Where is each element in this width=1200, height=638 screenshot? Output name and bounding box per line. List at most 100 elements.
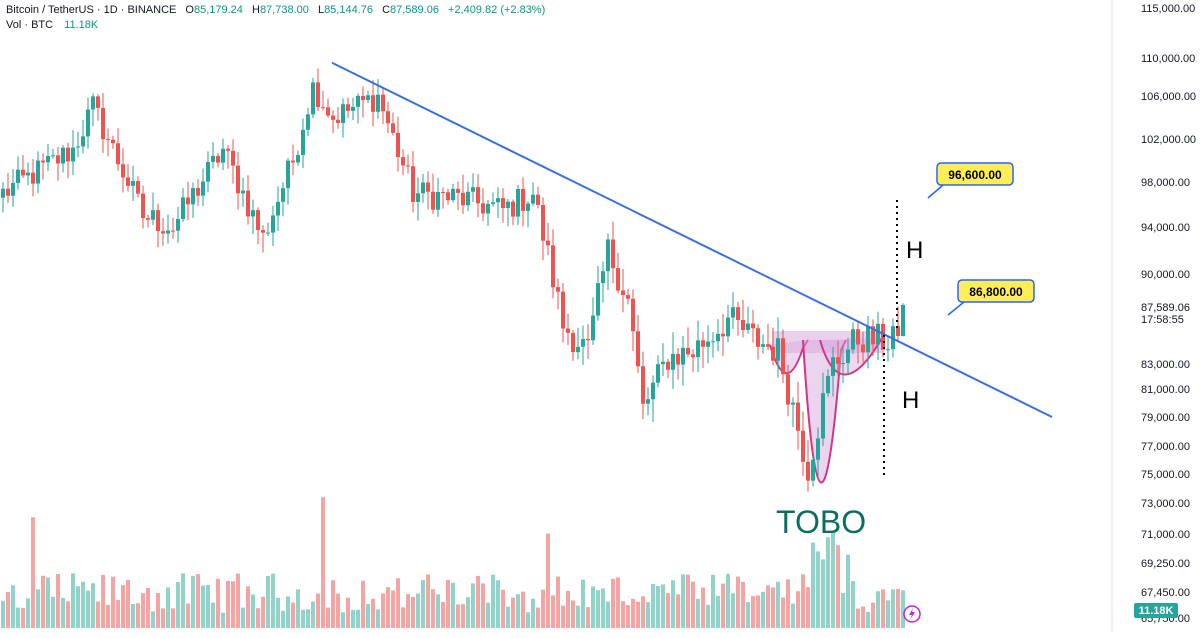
descending-trendline[interactable] xyxy=(331,61,1053,418)
close-key: C xyxy=(382,4,391,16)
candle-body xyxy=(611,239,615,269)
volume-bar xyxy=(341,612,345,628)
volume-bar xyxy=(681,574,685,628)
candle-body xyxy=(556,287,560,292)
candle-body xyxy=(11,182,15,196)
candle-body xyxy=(336,119,340,123)
candle-body xyxy=(426,182,430,192)
candle-body xyxy=(666,361,670,370)
volume-bar xyxy=(611,578,615,628)
volume-bar xyxy=(866,611,870,628)
candle-body xyxy=(421,182,425,194)
volume-bar xyxy=(141,593,145,628)
candle-body xyxy=(6,188,10,196)
candle-body xyxy=(626,295,630,299)
volume-bar xyxy=(311,601,315,628)
volume-bar xyxy=(491,574,495,628)
volume-bar xyxy=(296,589,300,628)
candle-body xyxy=(161,231,165,234)
volume-bar xyxy=(111,576,115,628)
candle-body xyxy=(766,344,770,347)
volume-bar xyxy=(306,609,310,628)
target-high-tag-pointer xyxy=(927,184,944,199)
candle-body xyxy=(41,160,45,163)
volume-bar xyxy=(166,587,170,628)
candle-body xyxy=(811,459,815,481)
candle-body xyxy=(251,210,255,217)
candle-body xyxy=(841,363,845,365)
candle-body xyxy=(866,326,870,353)
volume-bar xyxy=(366,603,370,628)
volume-bar xyxy=(686,574,690,628)
target-low-tag-label: 86,800.00 xyxy=(969,285,1023,299)
volume-bar xyxy=(576,605,580,628)
candle-body xyxy=(131,181,135,186)
volume-bar xyxy=(756,595,760,628)
candle-body xyxy=(651,382,655,400)
volume-bar xyxy=(281,610,285,628)
candle-body xyxy=(26,172,30,176)
high-key: H xyxy=(251,4,260,16)
volume-bar xyxy=(411,596,415,628)
volume-bar xyxy=(151,611,155,628)
candle-body xyxy=(521,188,525,211)
volume-bar xyxy=(101,574,105,628)
volume-bar xyxy=(391,590,395,628)
volume-bar xyxy=(46,577,50,628)
candle-body xyxy=(751,323,755,329)
candle-body xyxy=(146,218,150,220)
candle-body xyxy=(501,198,505,209)
candle-body xyxy=(156,210,160,232)
price-axis-tick: 81,000.00 xyxy=(1141,384,1190,396)
candle-body xyxy=(506,201,510,209)
candle-body xyxy=(341,104,345,123)
volume-bar xyxy=(541,589,545,628)
volume-bar xyxy=(901,590,905,628)
candle-body xyxy=(496,198,500,203)
candle-body xyxy=(256,210,260,231)
volume-bar xyxy=(751,596,755,628)
volume-bar xyxy=(701,587,705,628)
candle-body xyxy=(141,193,145,219)
candle-body xyxy=(71,147,75,162)
candle-body xyxy=(231,150,235,166)
volume-bar xyxy=(496,580,500,628)
volume-bar xyxy=(811,542,815,628)
symbol-title[interactable]: Bitcoin / TetherUS · 1D · BINANCE xyxy=(6,4,177,16)
low-value: 85,144.76 xyxy=(324,4,373,16)
volume-bar xyxy=(176,581,180,628)
candle-body xyxy=(821,393,825,439)
volume-bar xyxy=(401,607,405,628)
candle-body xyxy=(621,290,625,296)
volume-bar xyxy=(276,597,280,628)
candle-body xyxy=(186,197,190,205)
candle-body xyxy=(676,353,680,365)
target-high-tag-box[interactable] xyxy=(936,162,1014,186)
candle-body xyxy=(606,239,610,272)
volume-bar xyxy=(746,602,750,628)
candle-body xyxy=(691,354,695,358)
candle-body xyxy=(406,165,410,167)
volume-bar xyxy=(841,592,845,628)
candle-body xyxy=(746,323,750,330)
candle-body xyxy=(641,366,645,404)
height-marker-lower: H xyxy=(902,387,919,414)
candle-body xyxy=(91,96,95,110)
candle-body xyxy=(76,146,80,148)
candle-body xyxy=(306,114,310,130)
volume-bar xyxy=(396,578,400,628)
volume-label[interactable]: Vol · BTC xyxy=(6,19,54,31)
volume-bar xyxy=(506,606,510,628)
volume-bar xyxy=(616,577,620,628)
volume-bar xyxy=(796,591,800,628)
candle-body xyxy=(461,192,465,206)
volume-bar xyxy=(836,545,840,628)
volume-bar xyxy=(76,586,80,628)
candle-body xyxy=(286,160,290,189)
candle-body xyxy=(261,230,265,233)
target-low-tag-box[interactable] xyxy=(957,279,1035,303)
volume-bar xyxy=(731,593,735,628)
low-key: L xyxy=(317,4,325,16)
